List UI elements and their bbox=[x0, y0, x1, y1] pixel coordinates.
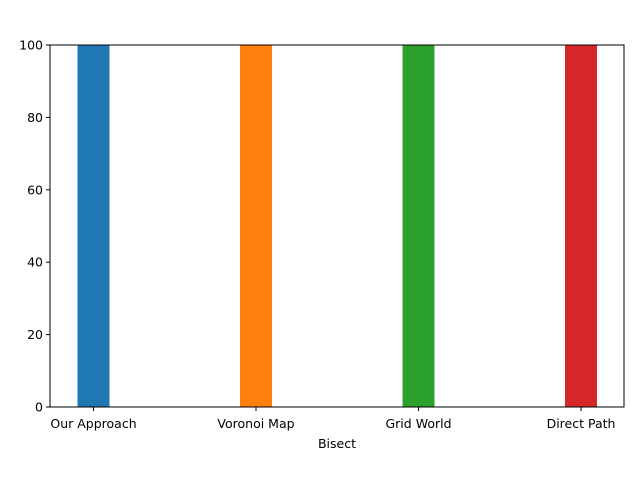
x-tick-label: Our Approach bbox=[50, 416, 136, 431]
bar-grid-world bbox=[402, 45, 435, 407]
y-tick-label: 80 bbox=[27, 110, 43, 125]
y-tick-label: 60 bbox=[27, 182, 43, 197]
y-tick-label: 20 bbox=[27, 327, 43, 342]
x-tick-label: Voronoi Map bbox=[217, 416, 294, 431]
y-tick-label: 100 bbox=[19, 38, 43, 53]
x-tick-label: Direct Path bbox=[547, 416, 616, 431]
y-tick-label: 40 bbox=[27, 255, 43, 270]
axes-frame bbox=[49, 44, 625, 408]
bar-direct-path bbox=[565, 45, 597, 407]
x-axis-ticks: Our Approach Voronoi Map Grid World Direct … bbox=[50, 407, 615, 431]
bar-voronoi-map bbox=[240, 45, 272, 407]
x-axis-label: Bisect bbox=[318, 436, 356, 451]
bar-our-approach bbox=[77, 45, 110, 407]
bars-group bbox=[77, 45, 597, 407]
x-tick-label: Grid World bbox=[385, 416, 451, 431]
y-axis-ticks: 0 20 40 60 80 100 bbox=[19, 38, 50, 415]
y-tick-label: 0 bbox=[35, 400, 43, 415]
